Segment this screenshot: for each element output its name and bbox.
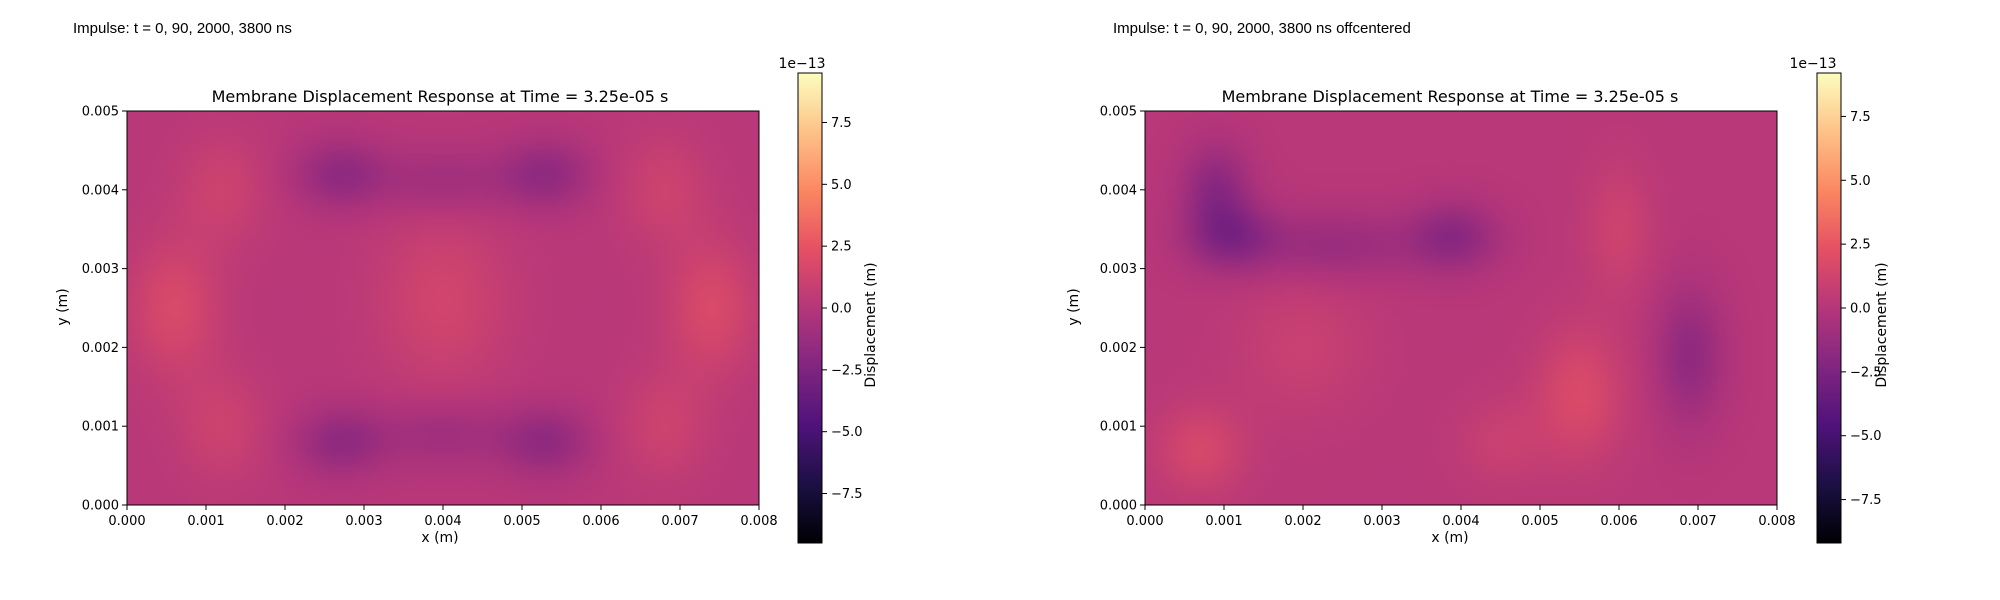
y-tick-label: 0.003 bbox=[1100, 262, 1137, 277]
colorbar-tick-label: 2.5 bbox=[1850, 238, 1871, 253]
heatmap-image bbox=[127, 111, 759, 505]
colorbar-tick-label: 0.0 bbox=[1850, 302, 1871, 317]
y-tick-label: 0.005 bbox=[82, 105, 119, 120]
y-tick-label: 0.005 bbox=[1100, 105, 1137, 120]
y-axis-label: y (m) bbox=[1066, 288, 1082, 325]
x-tick-label: 0.003 bbox=[345, 514, 382, 529]
colorbar bbox=[1816, 72, 1842, 544]
colorbar-tick-label: −7.5 bbox=[1850, 493, 1882, 508]
heatmap-panel-left: Membrane Displacement Response at Time =… bbox=[55, 56, 879, 546]
x-axis-label: x (m) bbox=[421, 530, 458, 546]
colorbar-tick-label: 7.5 bbox=[831, 116, 852, 131]
x-tick-label: 0.003 bbox=[1363, 514, 1400, 529]
x-tick-label: 0.006 bbox=[582, 514, 619, 529]
y-tick-label: 0.004 bbox=[1100, 183, 1137, 198]
colorbar-multiplier: 1e−13 bbox=[778, 56, 825, 72]
x-tick-label: 0.001 bbox=[1205, 514, 1242, 529]
chart-title: Membrane Displacement Response at Time =… bbox=[212, 87, 669, 106]
x-tick-label: 0.004 bbox=[424, 514, 461, 529]
colorbar-tick-label: 7.5 bbox=[1850, 110, 1871, 125]
colorbar-label: Displacement (m) bbox=[1874, 262, 1890, 387]
y-tick-label: 0.001 bbox=[1100, 420, 1137, 435]
colorbar-tick-label: −5.0 bbox=[831, 425, 863, 440]
colorbar-multiplier: 1e−13 bbox=[1789, 56, 1836, 72]
colorbar-label: Displacement (m) bbox=[863, 262, 879, 387]
x-tick-label: 0.005 bbox=[503, 514, 540, 529]
colorbar bbox=[797, 72, 823, 544]
y-tick-label: 0.002 bbox=[1100, 341, 1137, 356]
x-tick-label: 0.007 bbox=[661, 514, 698, 529]
colorbar-tick-label: 0.0 bbox=[831, 302, 852, 317]
x-tick-label: 0.002 bbox=[266, 514, 303, 529]
colorbar-tick-label: −2.5 bbox=[1850, 365, 1882, 380]
y-tick-label: 0.002 bbox=[82, 341, 119, 356]
impulse-caption-right: Impulse: t = 0, 90, 2000, 3800 ns offcen… bbox=[1113, 20, 1411, 37]
x-tick-label: 0.001 bbox=[187, 514, 224, 529]
heatmap-image bbox=[1145, 111, 1777, 505]
colorbar-tick-label: 5.0 bbox=[1850, 174, 1871, 189]
x-tick-label: 0.008 bbox=[1758, 514, 1795, 529]
x-tick-label: 0.006 bbox=[1600, 514, 1637, 529]
x-axis-label: x (m) bbox=[1431, 530, 1468, 546]
x-tick-label: 0.005 bbox=[1521, 514, 1558, 529]
y-tick-label: 0.001 bbox=[82, 420, 119, 435]
colorbar-tick-label: −2.5 bbox=[831, 363, 863, 378]
colorbar-tick-label: −7.5 bbox=[831, 487, 863, 502]
y-tick-label: 0.003 bbox=[82, 262, 119, 277]
impulse-caption-left: Impulse: t = 0, 90, 2000, 3800 ns bbox=[73, 20, 292, 37]
chart-title: Membrane Displacement Response at Time =… bbox=[1222, 87, 1679, 106]
x-tick-label: 0.007 bbox=[1679, 514, 1716, 529]
x-tick-label: 0.000 bbox=[1126, 514, 1163, 529]
colorbar-tick-label: −5.0 bbox=[1850, 429, 1882, 444]
y-tick-label: 0.000 bbox=[82, 499, 119, 514]
colorbar-tick-label: 5.0 bbox=[831, 178, 852, 193]
colorbar-tick-label: 2.5 bbox=[831, 240, 852, 255]
y-tick-label: 0.004 bbox=[82, 183, 119, 198]
x-tick-label: 0.004 bbox=[1442, 514, 1479, 529]
plot-frame bbox=[1144, 110, 1778, 506]
y-axis-label: y (m) bbox=[55, 288, 71, 325]
y-tick-label: 0.000 bbox=[1100, 499, 1137, 514]
x-tick-label: 0.008 bbox=[740, 514, 777, 529]
x-tick-label: 0.000 bbox=[108, 514, 145, 529]
x-tick-label: 0.002 bbox=[1284, 514, 1321, 529]
